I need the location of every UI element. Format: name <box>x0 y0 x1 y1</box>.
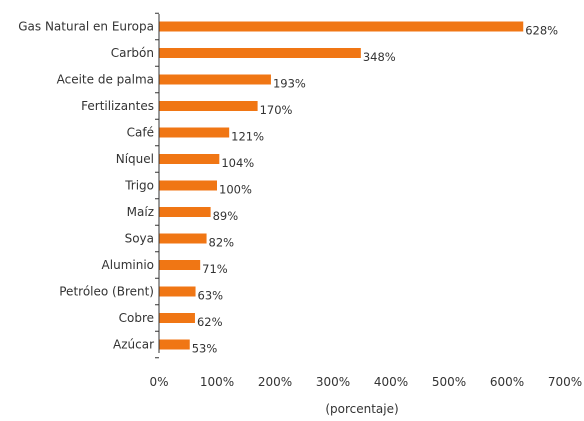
category-label: Fertilizantes <box>81 99 154 113</box>
labels-layer: Gas Natural en Europa 628% Carbón 348% Aceit… <box>18 20 582 390</box>
bar <box>159 339 190 350</box>
category-label: Café <box>127 126 154 140</box>
x-tick-label: 700% <box>548 375 582 389</box>
bar <box>159 154 220 164</box>
bar <box>159 21 524 32</box>
data-label: 53% <box>192 342 218 356</box>
data-label: 71% <box>202 262 228 276</box>
bar <box>159 180 217 191</box>
category-label: Gas Natural en Europa <box>18 20 154 34</box>
data-label: 348% <box>363 50 396 64</box>
category-label: Aceite de palma <box>57 73 154 87</box>
axes <box>155 12 160 359</box>
data-label: 628% <box>525 24 558 38</box>
data-label: 100% <box>219 183 252 197</box>
bars-layer <box>159 21 524 350</box>
category-label: Trigo <box>124 179 154 193</box>
category-label: Cobre <box>119 311 154 325</box>
x-tick-label: 200% <box>258 375 292 389</box>
data-label: 104% <box>221 156 254 170</box>
x-tick-label: 600% <box>490 375 524 389</box>
x-tick-label: 400% <box>374 375 408 389</box>
bar <box>159 260 201 270</box>
bar <box>159 48 361 58</box>
bar <box>159 127 230 138</box>
bar <box>159 74 271 85</box>
bar <box>159 313 195 323</box>
data-label: 89% <box>213 209 239 223</box>
category-label: Azúcar <box>113 338 154 352</box>
data-label: 170% <box>260 103 293 117</box>
bar <box>159 286 196 297</box>
bar <box>159 233 207 244</box>
category-label: Petróleo (Brent) <box>59 285 154 299</box>
data-label: 63% <box>198 289 224 303</box>
x-axis-title: (porcentaje) <box>325 402 398 416</box>
data-label: 62% <box>197 315 223 329</box>
bar <box>159 101 258 111</box>
data-label: 193% <box>273 77 306 91</box>
x-tick-label: 0% <box>149 375 168 389</box>
bar <box>159 207 211 217</box>
data-label: 82% <box>209 236 235 250</box>
x-tick-label: 100% <box>200 375 234 389</box>
x-tick-label: 500% <box>432 375 466 389</box>
category-label: Carbón <box>111 46 154 60</box>
data-label: 121% <box>231 130 264 144</box>
category-label: Aluminio <box>102 258 154 272</box>
category-label: Níquel <box>116 152 154 166</box>
x-tick-label: 300% <box>316 375 350 389</box>
category-label: Soya <box>125 232 154 246</box>
category-label: Maíz <box>127 205 154 219</box>
